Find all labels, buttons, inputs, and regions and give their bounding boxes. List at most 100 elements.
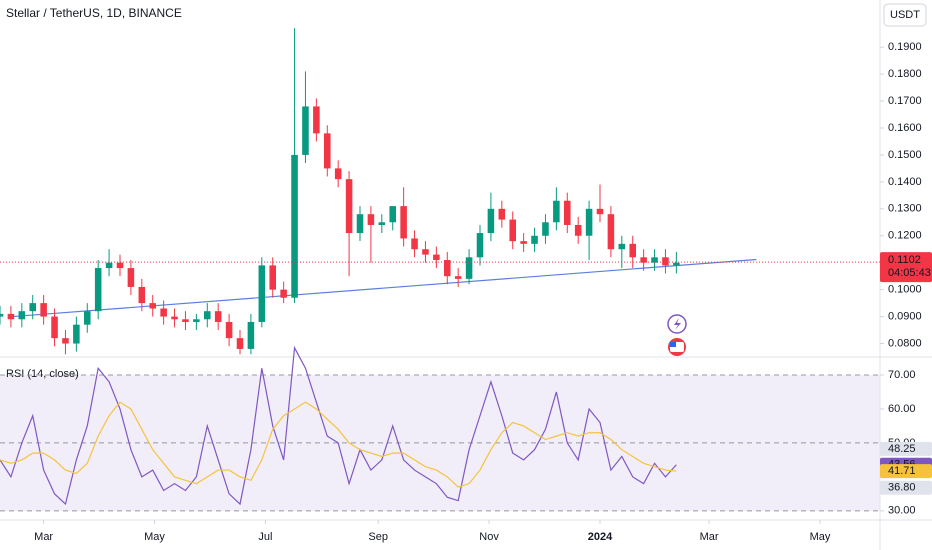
rsi-line: [0, 401, 677, 488]
candle-body: [607, 214, 615, 250]
y-tick-label: 30.00: [888, 505, 916, 517]
candle-body: [214, 311, 222, 322]
last-price-box: [880, 252, 932, 283]
candle-body: [40, 303, 47, 317]
x-tick-label: May: [810, 531, 831, 543]
currency-button[interactable]: [883, 3, 927, 27]
axis-value-label: 36.80: [888, 482, 916, 494]
candle-body: [651, 257, 658, 263]
axis-value-box: [880, 441, 932, 456]
candle-body: [29, 303, 36, 312]
candle-body: [520, 241, 527, 244]
candle-body: [356, 214, 364, 234]
candle-body: [171, 316, 178, 320]
candle-body: [378, 222, 386, 225]
candle-body: [269, 265, 276, 290]
rsi-line: [0, 345, 677, 506]
candle-body: [0, 313, 4, 317]
candle-body: [411, 238, 418, 250]
candle-body: [542, 222, 549, 236]
chart-title: Stellar / TetherUS, 1D, BINANCE: [6, 6, 182, 20]
candle-body: [258, 265, 266, 322]
candle-body: [302, 106, 309, 155]
last-price-label: 0.1102: [888, 254, 921, 266]
candle-body: [291, 154, 298, 298]
candle-body: [618, 243, 626, 250]
candle-body: [18, 311, 26, 320]
candle-body: [51, 316, 58, 339]
candle-body: [476, 233, 484, 258]
axis-value-label: 48.25: [888, 443, 916, 455]
candle-body: [149, 303, 156, 309]
x-tick-label: 2024: [588, 531, 613, 543]
candle-body: [400, 206, 407, 239]
candle-body: [193, 319, 200, 322]
lightning-icon: [674, 318, 681, 330]
x-tick-label: Jul: [258, 531, 272, 543]
axis-value-box: [880, 480, 932, 495]
candle-body: [367, 214, 375, 225]
y-tick-label: 0.1300: [888, 203, 922, 215]
candle-body: [73, 324, 80, 344]
y-tick-label: 0.1000: [888, 284, 922, 296]
candle-body: [574, 224, 582, 236]
y-tick-label: 0.1600: [888, 122, 922, 134]
candle-body: [662, 257, 669, 266]
candle-body: [465, 257, 473, 279]
currency-label[interactable]: USDT: [890, 9, 920, 21]
candle-body: [585, 208, 593, 236]
candle-body: [236, 338, 244, 349]
candle-body: [62, 338, 69, 344]
x-tick-label: May: [144, 531, 165, 543]
candle-body: [498, 208, 506, 220]
candle-body: [247, 321, 255, 349]
y-tick-label: 0.1500: [888, 149, 922, 161]
candle-body: [225, 321, 233, 339]
candle-body: [487, 208, 495, 234]
y-tick-label: 0.1700: [888, 95, 922, 107]
y-tick-label: 0.1900: [888, 41, 922, 53]
x-tick-label: Nov: [479, 531, 499, 543]
candle-body: [84, 311, 91, 325]
candle-body: [280, 289, 287, 298]
x-tick-label: Sep: [368, 531, 388, 543]
flag-canton: [670, 342, 676, 347]
candle-body: [105, 262, 113, 269]
x-tick-label: Mar: [34, 531, 53, 543]
axis-value-box: [880, 464, 932, 479]
y-tick-label: 0.0900: [888, 310, 922, 322]
candle-body: [324, 133, 331, 169]
y-tick-label: 0.1800: [888, 68, 922, 80]
candle-body: [313, 106, 320, 134]
candle-body: [422, 249, 429, 255]
candle-body: [182, 319, 189, 322]
candle-body: [94, 268, 102, 312]
y-tick-label: 60.00: [888, 403, 916, 415]
candle-body: [334, 168, 342, 180]
axis-value-label: 41.71: [888, 465, 916, 477]
y-tick-label: 0.0800: [888, 337, 922, 349]
y-tick-label: 0.1400: [888, 176, 922, 188]
candle-body: [389, 206, 396, 223]
candle-body: [160, 308, 167, 317]
rsi-title: RSI (14, close): [6, 368, 79, 380]
candle-body: [433, 254, 440, 261]
candle-body: [640, 257, 647, 263]
candle-body: [629, 243, 636, 258]
candle-body: [444, 260, 451, 277]
x-tick-label: Mar: [700, 531, 719, 543]
candle-body: [127, 268, 135, 287]
candle-body: [454, 276, 462, 279]
candle-body: [138, 286, 146, 304]
y-tick-label: 70.00: [888, 369, 916, 381]
candle-body: [564, 200, 571, 225]
candle-body: [509, 219, 516, 242]
candle-body: [204, 311, 211, 320]
candle-body: [553, 200, 560, 223]
trend-line: [12, 258, 757, 318]
candle-body: [596, 208, 604, 215]
candle-body: [7, 313, 15, 320]
countdown-label: 04:05:43: [888, 267, 931, 279]
candle-body: [345, 179, 353, 234]
